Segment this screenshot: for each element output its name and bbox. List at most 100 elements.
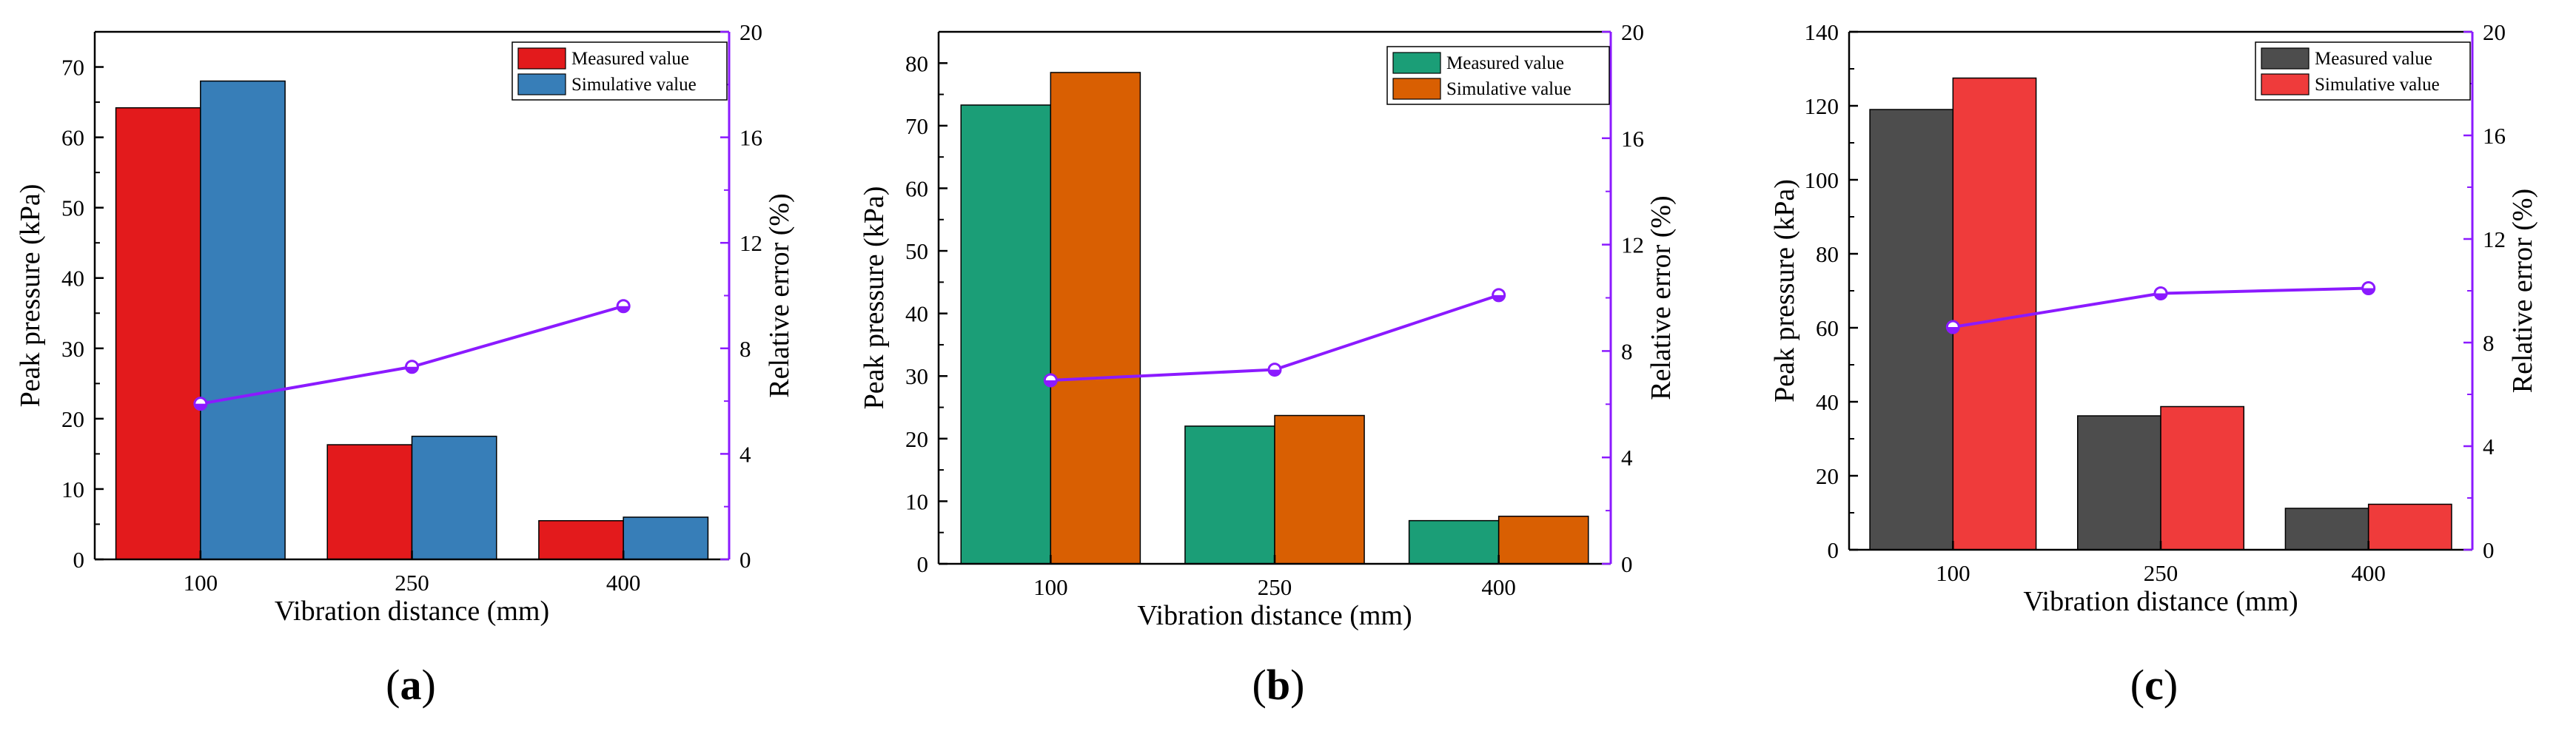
x-axis-label: Vibration distance (mm) — [2023, 586, 2298, 617]
x-axis-label: Vibration distance (mm) — [275, 596, 549, 627]
left-tick-label: 0 — [73, 547, 85, 573]
chart-panel-c: 0 20 40 60 80 100 120 140 0 4 8 12 16 20 100 250 400 Vibr… — [1769, 19, 2538, 709]
x-tick-label: 400 — [606, 570, 641, 596]
legend-swatch — [2261, 47, 2310, 70]
relative-error-point-fill-100 — [194, 403, 207, 410]
bar-simulative-value-250 — [2160, 405, 2245, 550]
legend-swatch — [1392, 52, 1441, 74]
right-tick-label: 12 — [2483, 226, 2506, 252]
left-tick-label: 10 — [61, 477, 84, 502]
legend-swatch — [517, 73, 566, 95]
x-tick-label: 100 — [1936, 560, 1970, 586]
left-tick-label: 40 — [1816, 389, 1839, 415]
left-tick-label: 50 — [905, 238, 928, 264]
x-axis-label: Vibration distance (mm) — [1137, 600, 1412, 631]
legend-label: Measured value — [2315, 49, 2432, 69]
x-tick-label: 100 — [184, 570, 218, 596]
y-axis-label: Peak pressure (kPa) — [859, 186, 890, 410]
left-tick-label: 80 — [905, 50, 928, 76]
left-tick-label: 100 — [1805, 167, 1839, 193]
left-tick-label: 70 — [61, 55, 84, 81]
y2-axis-label: Relative error (%) — [1646, 195, 1677, 400]
left-tick-label: 60 — [61, 125, 84, 151]
legend-swatch — [517, 47, 566, 70]
legend-swatch — [2261, 73, 2310, 95]
bar-measured-value-400 — [2284, 508, 2369, 550]
left-tick-label: 60 — [905, 175, 928, 201]
right-tick-label: 0 — [739, 547, 751, 573]
left-tick-label: 20 — [1816, 463, 1839, 489]
panel-label: (b) — [1252, 661, 1305, 709]
relative-error-point-fill-400 — [2362, 288, 2375, 294]
x-tick-label: 250 — [395, 570, 429, 596]
right-tick-label: 16 — [2483, 123, 2506, 149]
left-tick-label: 0 — [1828, 537, 1839, 563]
left-tick-label: 10 — [905, 488, 928, 514]
legend-swatch — [1392, 78, 1441, 100]
x-tick-label: 250 — [2144, 560, 2178, 586]
legend-label: Measured value — [1446, 53, 1564, 73]
right-tick-label: 0 — [2483, 537, 2495, 563]
x-tick-label: 400 — [2351, 560, 2386, 586]
left-tick-label: 140 — [1805, 19, 1839, 45]
relative-error-point-fill-250 — [2155, 293, 2167, 300]
left-tick-label: 30 — [905, 363, 928, 389]
right-tick-label: 4 — [2483, 434, 2495, 459]
bar-simulative-value-250 — [1274, 414, 1365, 565]
bar-measured-value-100 — [1869, 109, 1954, 550]
bar-measured-value-100 — [960, 104, 1052, 565]
right-tick-label: 8 — [739, 336, 751, 362]
right-tick-label: 4 — [1621, 445, 1633, 471]
bar-measured-value-100 — [115, 107, 201, 560]
right-tick-label: 16 — [739, 125, 762, 151]
relative-error-point-fill-100 — [1947, 327, 1959, 333]
bar-measured-value-400 — [1408, 519, 1500, 565]
bar-measured-value-250 — [1184, 425, 1275, 565]
relative-error-point-fill-400 — [617, 306, 630, 312]
legend-label: Simulative value — [1446, 79, 1572, 99]
right-tick-label: 12 — [739, 230, 762, 256]
y-axis-label: Peak pressure (kPa) — [1769, 179, 1800, 403]
left-tick-label: 120 — [1805, 93, 1839, 119]
bar-measured-value-250 — [326, 444, 413, 560]
bar-simulative-value-100 — [200, 80, 286, 560]
right-tick-label: 8 — [2483, 330, 2495, 356]
left-tick-label: 80 — [1816, 241, 1839, 267]
y-axis-label: Peak pressure (kPa) — [15, 184, 46, 408]
left-tick-label: 70 — [905, 113, 928, 139]
right-tick-label: 8 — [1621, 338, 1633, 364]
bar-simulative-value-400 — [2367, 503, 2452, 550]
left-tick-label: 30 — [61, 336, 84, 362]
right-tick-label: 16 — [1621, 126, 1644, 152]
relative-error-point-fill-100 — [1044, 380, 1057, 386]
bar-simulative-value-400 — [1497, 515, 1589, 565]
right-tick-label: 20 — [739, 19, 762, 45]
left-tick-label: 0 — [917, 551, 929, 577]
bar-simulative-value-400 — [623, 516, 709, 560]
left-tick-label: 50 — [61, 195, 84, 221]
left-tick-label: 20 — [61, 406, 84, 432]
y2-axis-label: Relative error (%) — [2507, 189, 2538, 393]
relative-error-point-fill-250 — [406, 366, 418, 373]
legend-label: Measured value — [571, 49, 689, 69]
x-tick-label: 250 — [1258, 574, 1292, 600]
legend-label: Simulative value — [571, 75, 697, 95]
relative-error-point-fill-400 — [1492, 294, 1505, 301]
right-tick-label: 0 — [1621, 551, 1633, 577]
left-tick-label: 40 — [61, 266, 84, 292]
bar-simulative-value-100 — [1050, 72, 1141, 565]
relative-error-point-fill-250 — [1269, 369, 1281, 376]
bar-measured-value-400 — [538, 519, 624, 560]
legend-label: Simulative value — [2315, 75, 2440, 95]
right-tick-label: 4 — [739, 441, 751, 467]
panel-label: (a) — [386, 661, 436, 709]
chart-panel-a: 0 10 20 30 40 50 60 70 0 4 8 12 16 20 100 250 400 Vibrati… — [15, 19, 795, 709]
right-tick-label: 12 — [1621, 232, 1644, 258]
left-tick-label: 20 — [905, 426, 928, 452]
bar-simulative-value-100 — [1952, 77, 2037, 550]
chart-panel-b: 0 10 20 30 40 50 60 70 80 0 4 8 12 16 20 100 250 400 Vibra… — [859, 19, 1677, 709]
y2-axis-label: Relative error (%) — [764, 193, 795, 397]
right-tick-label: 20 — [2483, 19, 2506, 45]
x-tick-label: 100 — [1033, 574, 1068, 600]
